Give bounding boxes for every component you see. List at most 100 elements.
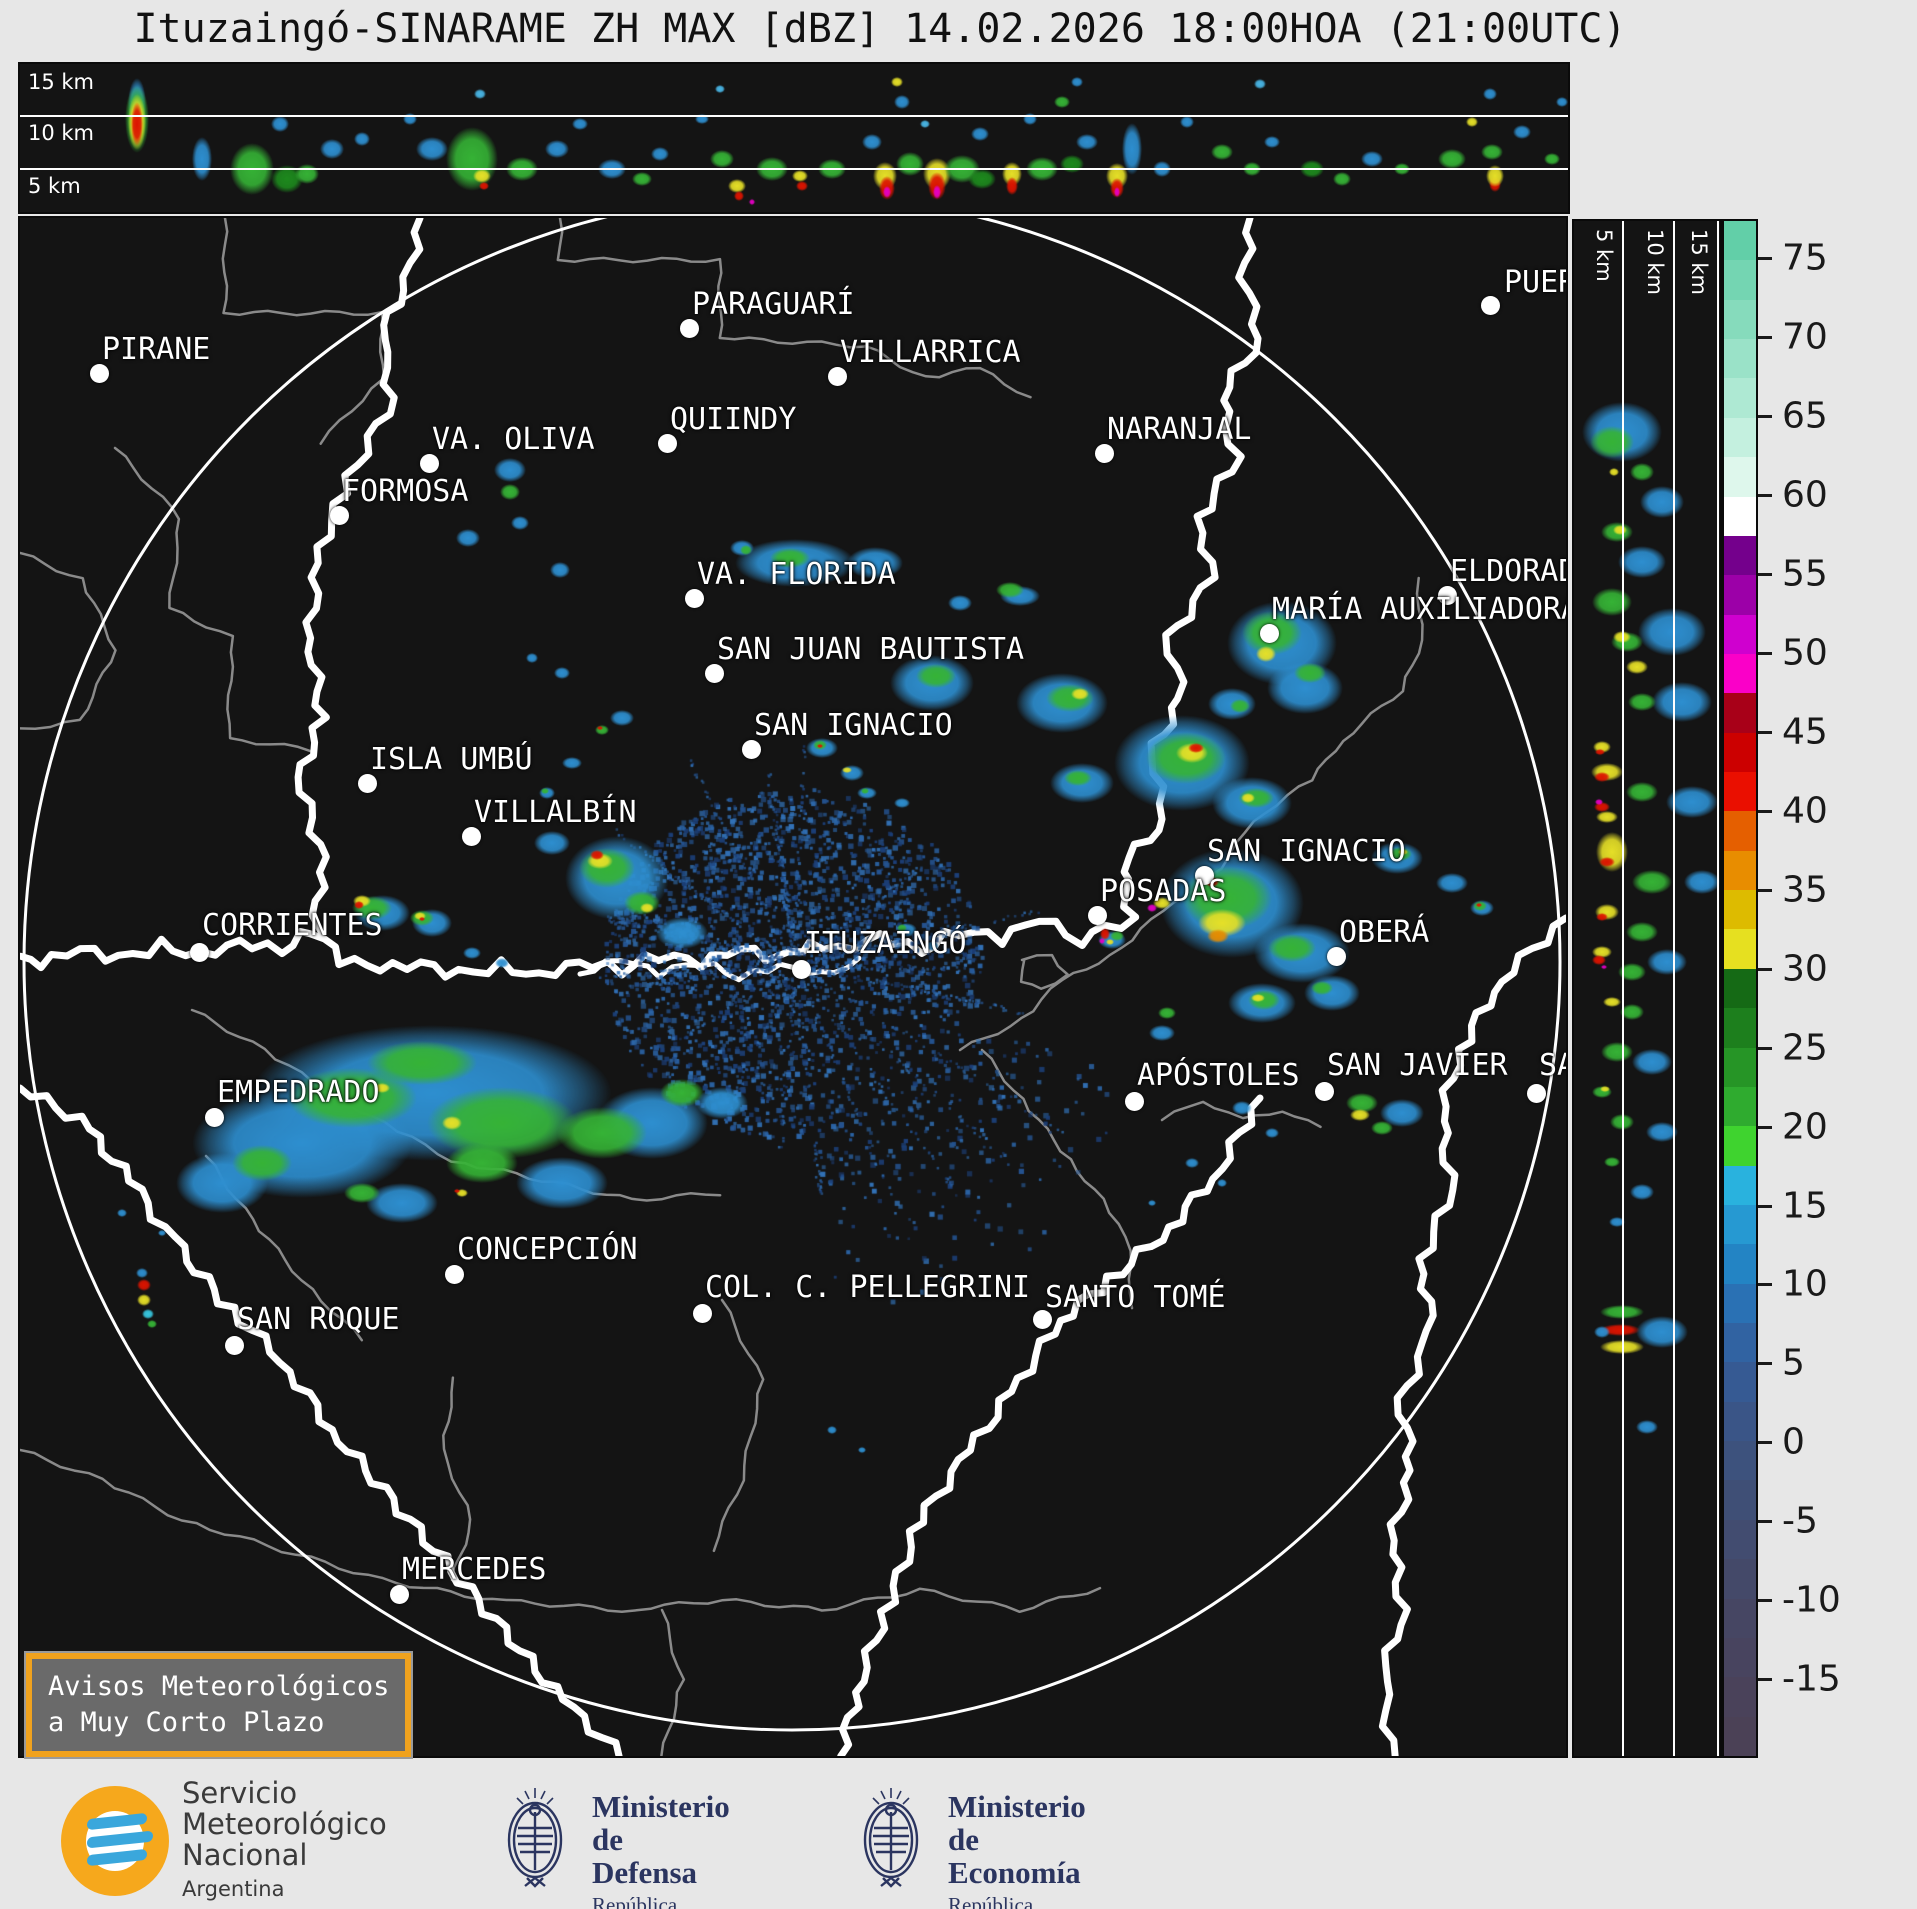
- city-label: VILLALBÍN: [474, 795, 637, 830]
- altitude-line-10km: [20, 115, 1568, 117]
- city-label: APÓSTOLES: [1137, 1058, 1300, 1093]
- coat-of-arms-icon: [863, 1788, 919, 1888]
- colorbar-segment: [1724, 1401, 1756, 1443]
- colorbar-tick-label: 50: [1782, 632, 1828, 674]
- colorbar-segment: [1724, 1244, 1756, 1285]
- city-dot: [828, 367, 847, 386]
- colorbar-tick-label: 10: [1782, 1263, 1828, 1305]
- colorbar-segment: [1724, 378, 1756, 419]
- city-dot: [205, 1108, 224, 1127]
- city-dot: [792, 960, 811, 979]
- colorbar-segment: [1724, 1480, 1756, 1521]
- side-cross-section-panel: 5 km 10 km 15 km: [1572, 219, 1722, 1758]
- alt-label-5km-v: 5 km: [1592, 229, 1616, 282]
- city-label: FORMOSA: [342, 474, 469, 509]
- colorbar-segment: [1724, 1637, 1756, 1679]
- city-label: VA. FLORIDA: [697, 557, 896, 592]
- city-dot: [1195, 866, 1214, 885]
- coat-of-arms-icon: [507, 1788, 563, 1888]
- altitude-line-5km: [20, 168, 1568, 170]
- smn-logo: [61, 1786, 169, 1896]
- city-label: SAN IGNACIO: [754, 708, 953, 743]
- colorbar-tick-label: 5: [1782, 1342, 1805, 1384]
- colorbar-tick-label: 40: [1782, 790, 1828, 832]
- side-echoes-canvas: [1574, 221, 1720, 1756]
- top-echoes-canvas: [20, 64, 1568, 212]
- city-label: CORRIENTES: [202, 908, 383, 943]
- colorbar-tick-label: 75: [1782, 237, 1828, 279]
- ministry-defensa-sub: República Argentina: [592, 1893, 678, 1909]
- city-dot: [1088, 906, 1107, 925]
- colorbar-tick: [1758, 888, 1772, 892]
- colorbar-segment: [1724, 1047, 1756, 1088]
- city-label: PIRANE: [102, 332, 211, 367]
- city-dot: [1125, 1092, 1144, 1111]
- colorbar-segment: [1724, 457, 1756, 498]
- city-dot: [390, 1585, 409, 1604]
- city-dot: [358, 774, 377, 793]
- colorbar-segment: [1724, 339, 1756, 380]
- colorbar-tick: [1758, 257, 1772, 261]
- city-label: COL. C. PELLEGRINI: [705, 1270, 1031, 1305]
- colorbar-segment: [1724, 693, 1756, 734]
- colorbar-segment: [1724, 1598, 1756, 1639]
- footer-logos: Servicio Meteorológico Nacional Argentin…: [0, 1760, 1917, 1909]
- radar-map-panel: PIRANE PARAGUARÍ VILLARRICA QUIINDY VA. OLIV…: [18, 216, 1568, 1758]
- city-dot: [685, 589, 704, 608]
- colorbar-segment: [1724, 811, 1756, 852]
- city-label: SANTO TOMÉ: [1045, 1280, 1226, 1315]
- city-label: OBERÁ: [1339, 915, 1430, 950]
- colorbar-segment: [1724, 1716, 1756, 1756]
- city-label: PUERTO: [1504, 265, 1566, 300]
- city-dot: [1327, 947, 1346, 966]
- colorbar-tick-label: 20: [1782, 1106, 1828, 1148]
- city-label: SAN JUAN BAUTISTA: [717, 632, 1025, 667]
- colorbar-segment: [1724, 1008, 1756, 1049]
- colorbar-segment: [1724, 496, 1756, 537]
- city-label: SAN JAVIER: [1327, 1048, 1508, 1083]
- city-dot: [1315, 1082, 1334, 1101]
- colorbar-segment: [1724, 535, 1756, 577]
- colorbar-tick: [1758, 652, 1772, 656]
- colorbar-tick-label: 55: [1782, 553, 1828, 595]
- colorbar-tick: [1758, 1678, 1772, 1682]
- colorbar-segment: [1724, 732, 1756, 773]
- alt-label-5km: 5 km: [28, 174, 81, 198]
- ministry-defensa-line1: Ministerio: [592, 1789, 730, 1824]
- colorbar-segment: [1724, 890, 1756, 931]
- colorbar-segment: [1724, 1283, 1756, 1325]
- colorbar-tick: [1758, 731, 1772, 734]
- colorbar-tick-label: 65: [1782, 395, 1828, 437]
- colorbar-tick: [1758, 1283, 1772, 1287]
- colorbar-tick: [1758, 573, 1772, 577]
- colorbar-tick: [1758, 809, 1772, 813]
- colorbar-tick-label: 0: [1782, 1421, 1805, 1463]
- colorbar-tick-label: 45: [1782, 711, 1828, 753]
- city-label: PARAGUARÍ: [692, 287, 855, 322]
- colorbar-segment: [1724, 221, 1756, 262]
- colorbar-tick-label: 35: [1782, 869, 1828, 911]
- warning-line-1: Avisos Meteorológicos: [48, 1671, 390, 1702]
- smn-line4: Argentina: [182, 1877, 285, 1901]
- colorbar-segment: [1724, 929, 1756, 970]
- city-label: ELDORADO: [1450, 554, 1566, 589]
- altitude-line-15km-v: [1717, 221, 1719, 1756]
- colorbar-segment: [1724, 1441, 1756, 1482]
- city-label: MARÍA AUXILIADORA: [1272, 592, 1568, 627]
- alt-label-10km-v: 10 km: [1643, 229, 1667, 296]
- colorbar-segment: [1724, 772, 1756, 813]
- colorbar-segment: [1724, 653, 1756, 695]
- smn-line3: Nacional: [182, 1838, 308, 1872]
- city-dot: [742, 740, 761, 759]
- dbz-colorbar: [1722, 219, 1758, 1758]
- city-dot: [1481, 296, 1500, 315]
- city-dot: [693, 1304, 712, 1323]
- city-label: SAN IGNACIO: [1207, 834, 1406, 869]
- city-dot: [445, 1265, 464, 1284]
- colorbar-segment: [1724, 575, 1756, 616]
- city-dot: [1438, 586, 1457, 605]
- alt-label-15km: 15 km: [28, 70, 95, 94]
- city-dot: [225, 1336, 244, 1355]
- city-dot: [1095, 444, 1114, 463]
- colorbar-tick-label: -5: [1782, 1500, 1818, 1542]
